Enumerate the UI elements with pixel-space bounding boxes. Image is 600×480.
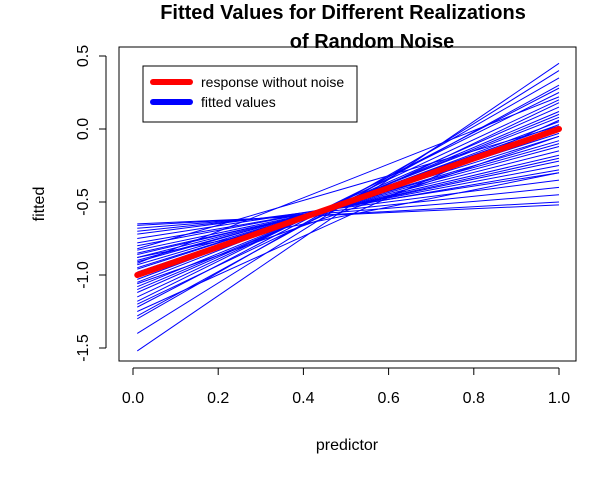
x-tick-label: 1.0 (548, 390, 570, 407)
fitted-line (137, 96, 560, 264)
fitted-line (137, 172, 560, 239)
fitted-line (137, 194, 560, 229)
x-tick-label: 0.0 (122, 390, 144, 407)
y-tick-label: -0.5 (75, 188, 92, 216)
fitted-line (137, 135, 560, 285)
chart-title-line-1: Fitted Values for Different Realizations (160, 2, 526, 24)
legend-box (142, 65, 358, 123)
y-axis-label: fitted (31, 187, 48, 222)
x-tick-label: 0.6 (377, 390, 399, 407)
fitted-line (137, 186, 560, 232)
x-tick-label: 0.8 (463, 390, 485, 407)
x-tick-label: 0.4 (292, 390, 314, 407)
plot-frame (118, 46, 577, 362)
true-response-line (134, 126, 562, 278)
fitted-line (137, 125, 560, 250)
fitted-line (137, 201, 560, 226)
fitted-line (137, 179, 560, 235)
x-axis-label: predictor (316, 437, 379, 454)
chart-title-line-2: of Random Noise (290, 31, 454, 53)
fitted-line (137, 92, 560, 302)
x-axis: 0.0 0.2 0.4 0.6 0.8 1.0 (122, 367, 570, 407)
legend: response without noise fitted values (142, 65, 358, 123)
fitted-line (137, 169, 560, 244)
y-tick-label: 0.0 (75, 118, 92, 140)
y-tick-label: -1.5 (75, 334, 92, 362)
legend-label-response: response without noise (201, 74, 344, 90)
y-tick-label: 0.5 (75, 45, 92, 67)
fitted-line (137, 172, 560, 258)
true-line-group (134, 126, 562, 278)
y-axis: -1.5 -1.0 -0.5 0.0 0.5 (75, 45, 107, 362)
y-tick-label: -1.0 (75, 261, 92, 289)
x-tick-label: 0.2 (207, 390, 229, 407)
fitted-line (137, 99, 560, 298)
fitted-line (137, 204, 560, 225)
legend-label-fitted: fitted values (201, 94, 276, 110)
